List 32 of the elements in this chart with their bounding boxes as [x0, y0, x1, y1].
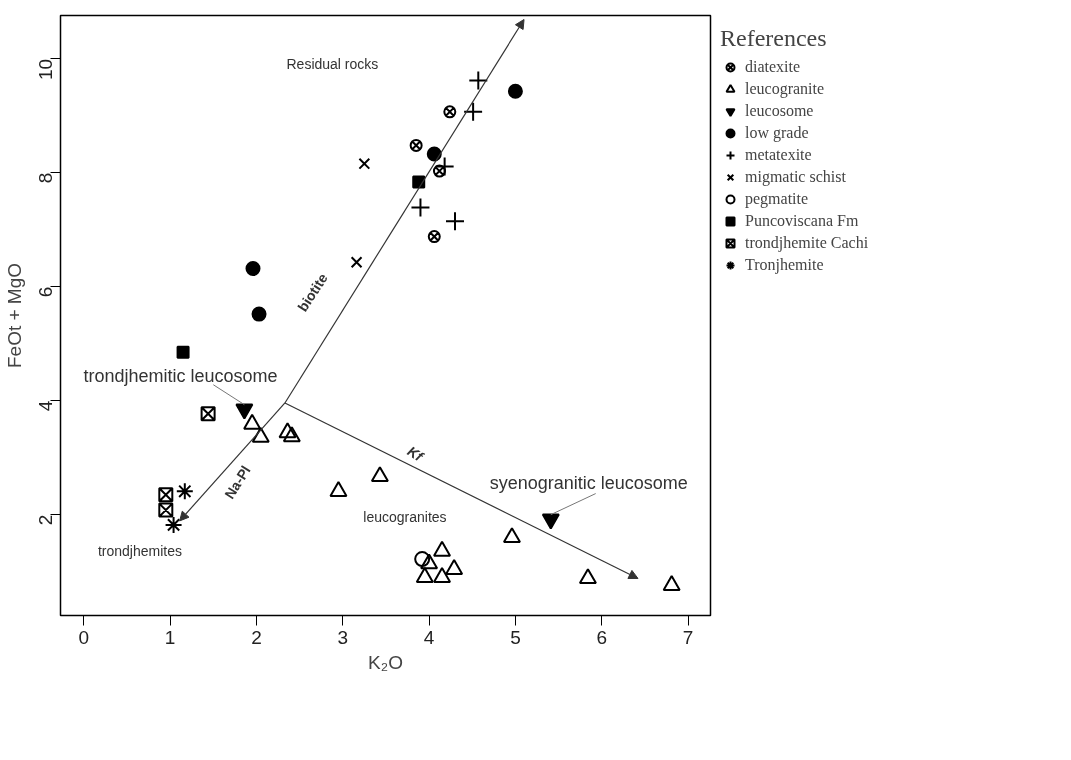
y-tick-label: 8	[35, 172, 56, 184]
legend-label: leucosome	[745, 101, 814, 121]
legend-label: low grade	[745, 123, 809, 143]
legend-label: metatexite	[745, 145, 812, 165]
x-tick-label: 6	[596, 626, 608, 648]
x-tick-label: 5	[510, 626, 521, 648]
annotation: Kf	[404, 442, 427, 466]
annotation: Residual rocks	[286, 55, 379, 72]
annotation: syenogranitic leucosome	[489, 472, 688, 493]
x-tick-label: 4	[423, 626, 435, 648]
annotation: trondjhemitic leucosome	[83, 365, 278, 386]
y-tick-label: 4	[35, 400, 56, 412]
legend-label: Puncoviscana Fm	[745, 211, 859, 231]
y-tick-label: 6	[35, 286, 56, 298]
annotation: leucogranites	[363, 509, 447, 526]
x-tick-label: 0	[78, 626, 90, 648]
legend-title: References	[720, 25, 828, 52]
x-tick-label: 1	[164, 626, 176, 648]
legend-label: diatexite	[745, 57, 801, 77]
y-axis-title: FeOt + MgO	[3, 262, 25, 369]
y-tick-label: 10	[35, 58, 56, 80]
x-tick-label: 7	[682, 626, 694, 648]
x-axis-title: K₂O	[368, 651, 403, 673]
legend-label: leucogranite	[745, 79, 825, 99]
legend-label: migmatic schist	[745, 167, 846, 187]
annotation: trondjhemites	[97, 543, 182, 560]
x-tick-label: 3	[337, 626, 349, 648]
legend-label: pegmatite	[745, 189, 809, 209]
legend-label: Tronjhemite	[745, 255, 824, 275]
y-tick-label: 2	[35, 514, 56, 526]
x-tick-label: 2	[251, 626, 262, 648]
legend-label: trondjhemite Cachi	[745, 233, 869, 253]
